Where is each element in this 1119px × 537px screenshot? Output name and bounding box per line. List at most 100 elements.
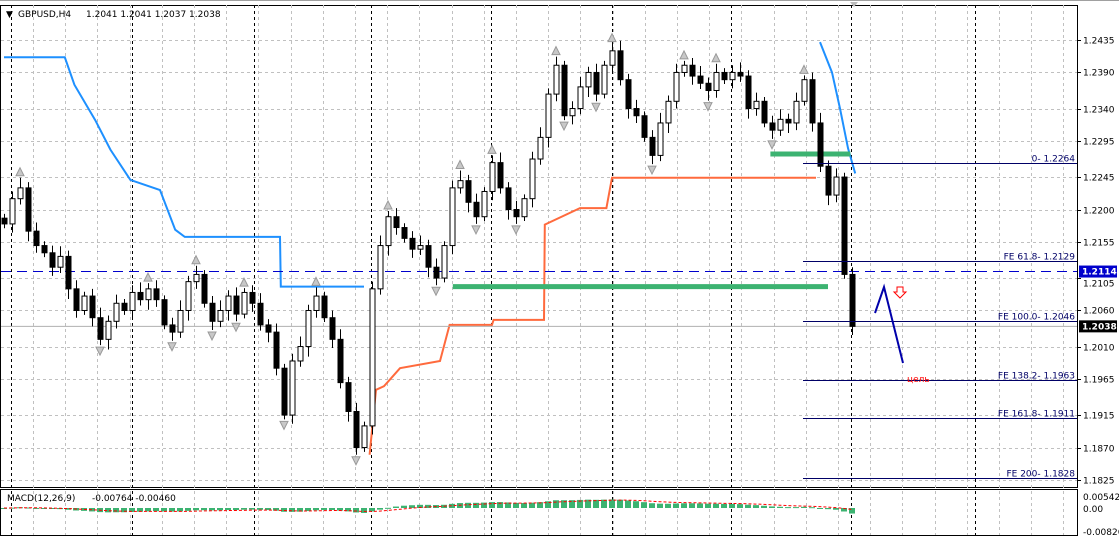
- candle-body: [625, 79, 632, 110]
- macd-histogram-bar: [705, 503, 711, 508]
- candle-body: [441, 245, 448, 279]
- menu-arrow-icon[interactable]: ▼: [6, 10, 13, 20]
- macd-histogram-bar: [449, 503, 455, 508]
- macd-values: -0.00764 -0.00460: [92, 494, 176, 504]
- candle-body: [777, 118, 784, 131]
- candle-body: [97, 317, 104, 340]
- price-marker: [1079, 320, 1117, 333]
- price-marker: [1079, 265, 1117, 278]
- macd-histogram-bar: [265, 508, 271, 511]
- macd-histogram-bar: [537, 502, 543, 508]
- candle-body: [497, 162, 504, 189]
- macd-histogram-bar: [777, 506, 783, 508]
- macd-panel-frame: [0, 489, 1078, 536]
- macd-histogram-bar: [393, 506, 399, 508]
- macd-histogram-bar: [361, 508, 367, 513]
- macd-label: MACD(12,26,9): [7, 494, 75, 504]
- candle-body: [697, 75, 704, 84]
- macd-histogram-bar: [737, 504, 743, 508]
- candle-body: [545, 93, 552, 138]
- candle-body: [121, 302, 128, 311]
- macd-histogram-bar: [177, 508, 183, 512]
- macd-histogram-bar: [329, 508, 335, 510]
- candle-body: [841, 176, 848, 275]
- macd-histogram-bar: [809, 507, 815, 509]
- axis-label: 1.2295: [1083, 138, 1115, 148]
- candle-body: [177, 309, 184, 333]
- macd-histogram-bar: [409, 505, 415, 508]
- candle-body: [137, 291, 144, 301]
- macd-histogram-bar: [497, 502, 503, 508]
- axis-label: 1.2340: [1083, 106, 1115, 116]
- candle-body: [753, 100, 760, 110]
- candle-body: [417, 245, 424, 250]
- upper-trail-line: [4, 56, 364, 288]
- candle-body: [577, 86, 584, 110]
- macd-histogram-bar: [337, 508, 343, 511]
- candle-body: [113, 302, 120, 322]
- axis-label: 1.1825: [1083, 477, 1115, 487]
- macd-histogram-bar: [593, 499, 599, 508]
- axis-label: 1.2010: [1083, 344, 1115, 354]
- candle-body: [49, 252, 56, 268]
- candle-body: [337, 338, 344, 384]
- candle-body: [281, 367, 288, 416]
- candle-body: [721, 71, 728, 81]
- fractal-down-icon: [767, 140, 777, 150]
- candle-body: [601, 64, 608, 95]
- fib-level-label: FE 61.8- 1.2129: [1004, 253, 1076, 263]
- candle-body: [241, 291, 248, 315]
- macd-histogram-bar: [817, 508, 823, 509]
- macd-histogram-bar: [25, 507, 31, 509]
- candle-body: [33, 230, 40, 247]
- price-marker-label: 1.2038: [1082, 322, 1117, 332]
- axis-label: 1.2060: [1083, 307, 1115, 317]
- candle-body: [449, 187, 456, 247]
- fractal-up-icon: [607, 32, 617, 43]
- fractal-down-icon: [351, 456, 361, 466]
- macd-histogram-bar: [241, 508, 247, 510]
- macd-histogram-bar: [569, 500, 575, 508]
- macd-histogram-bar: [641, 502, 647, 508]
- macd-histogram-bar: [89, 508, 95, 512]
- macd-histogram-bar: [561, 500, 567, 508]
- candle-body: [729, 71, 736, 81]
- fractal-down-icon: [471, 225, 481, 236]
- candle-body: [473, 201, 480, 218]
- macd-histogram-bar: [105, 508, 111, 513]
- macd-histogram-bar: [609, 499, 615, 508]
- price-axis[interactable]: 1.2435 1.2390 1.2340 1.2295 1.2245 1.2200 1.21…: [1077, 37, 1119, 537]
- candle-body: [561, 64, 568, 117]
- forecast-arrow: [874, 283, 904, 364]
- macd-histogram-bar: [321, 508, 327, 510]
- macd-histogram-bar: [681, 503, 687, 508]
- macd-histogram-bar: [753, 505, 759, 508]
- candle-body: [425, 245, 432, 268]
- candle-body: [817, 122, 824, 167]
- candle-body: [25, 187, 32, 232]
- candle-body: [521, 198, 528, 218]
- macd-histogram-bar: [193, 508, 199, 511]
- candle-body: [329, 317, 336, 340]
- candle-body: [313, 295, 320, 311]
- macd-histogram-bar: [665, 503, 671, 508]
- macd-histogram-bar: [225, 508, 231, 511]
- candle-body: [41, 245, 48, 254]
- fractal-up-icon: [487, 144, 497, 154]
- candle-body: [489, 162, 496, 192]
- macd-histogram-bar: [833, 508, 839, 510]
- macd-histogram-bar: [113, 508, 119, 513]
- macd-histogram-bar: [601, 499, 607, 508]
- macd-histogram-bar: [313, 508, 319, 511]
- candle-body: [1, 217, 8, 225]
- candle-body: [169, 324, 176, 333]
- macd-histogram-bar: [745, 504, 751, 508]
- macd-histogram-bar: [585, 499, 591, 508]
- macd-histogram-bar: [217, 508, 223, 511]
- candle-body: [801, 79, 808, 102]
- fractal-down-icon: [431, 286, 441, 297]
- candle-body: [529, 158, 536, 200]
- macd-histogram-bar: [49, 508, 55, 509]
